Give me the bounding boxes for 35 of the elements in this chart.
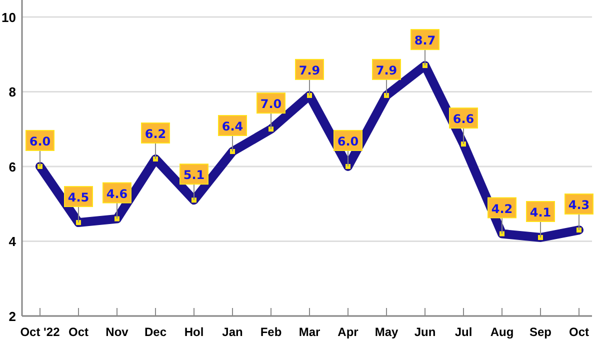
- data-label: 6.6: [452, 112, 474, 126]
- data-label: 7.9: [298, 63, 320, 78]
- data-label: 4.2: [491, 202, 513, 216]
- x-tick-label: Feb: [260, 325, 282, 339]
- y-tick-label: 4: [8, 234, 17, 250]
- data-label: 7.0: [260, 97, 282, 112]
- x-tick-label: Sep: [529, 325, 552, 339]
- y-tick-label: 6: [8, 159, 16, 174]
- x-tick-label: Jul: [454, 325, 472, 339]
- x-tick-label: Oct: [568, 325, 590, 339]
- data-label: 4.5: [68, 190, 90, 205]
- data-label: 6.4: [222, 120, 244, 134]
- x-tick-label: Aug: [490, 325, 514, 339]
- data-label: 4.6: [106, 186, 128, 201]
- x-tick-label: Jun: [414, 325, 436, 339]
- x-tick-label: Oct '22: [20, 325, 60, 339]
- y-tick-label: 10: [2, 10, 16, 25]
- x-tick-label: Dec: [144, 325, 167, 339]
- data-label: 4.3: [568, 198, 590, 212]
- data-label: 6.0: [337, 134, 359, 148]
- data-label: 7.9: [376, 63, 398, 78]
- x-tick-label: Nov: [106, 325, 129, 339]
- x-tick-label: Mar: [298, 325, 320, 339]
- y-tick-label: 2: [8, 309, 16, 324]
- x-tick-label: Jan: [222, 325, 243, 339]
- data-label: 8.7: [414, 34, 436, 48]
- y-tick-label: 8: [8, 84, 16, 100]
- x-tick-label: Apr: [338, 325, 359, 339]
- x-tick-label: Hol: [184, 325, 204, 339]
- data-label: 4.1: [530, 206, 552, 220]
- data-label: 6.2: [144, 127, 166, 141]
- x-tick-label: May: [374, 325, 398, 339]
- x-tick-label: Oct: [68, 325, 89, 339]
- data-label: 6.0: [29, 134, 51, 148]
- data-label: 5.1: [183, 168, 205, 182]
